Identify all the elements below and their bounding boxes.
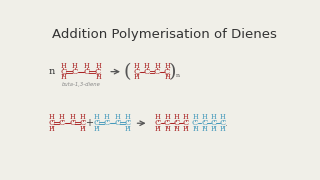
Text: H: H — [95, 73, 101, 81]
Text: C: C — [83, 68, 90, 76]
Text: H: H — [192, 125, 198, 133]
Text: C: C — [72, 68, 78, 76]
Text: H: H — [115, 113, 120, 122]
Text: .: . — [225, 118, 228, 128]
Text: buta-1,3-diene: buta-1,3-diene — [62, 82, 100, 87]
Text: C: C — [79, 119, 86, 127]
Text: C: C — [93, 119, 100, 127]
Text: H: H — [211, 113, 216, 122]
Text: C: C — [48, 119, 55, 127]
Text: C: C — [134, 68, 140, 76]
Text: H: H — [192, 113, 198, 122]
Text: H: H — [220, 125, 226, 133]
Text: H: H — [183, 125, 188, 133]
Text: n: n — [176, 73, 180, 78]
Text: H: H — [173, 113, 179, 122]
Text: C: C — [154, 68, 160, 76]
Text: C: C — [164, 119, 170, 127]
Text: C: C — [173, 119, 180, 127]
Text: ): ) — [169, 63, 176, 81]
Text: +: + — [85, 118, 93, 128]
Text: H: H — [173, 125, 179, 133]
Text: H: H — [80, 113, 85, 122]
Text: Addition Polymerisation of Dienes: Addition Polymerisation of Dienes — [52, 28, 276, 41]
Text: C: C — [103, 119, 110, 127]
Text: C: C — [192, 119, 198, 127]
Text: C: C — [211, 119, 217, 127]
Text: C: C — [164, 68, 170, 76]
Text: C: C — [95, 68, 101, 76]
Text: H: H — [155, 125, 161, 133]
Text: H: H — [155, 113, 161, 122]
Text: H: H — [164, 62, 170, 70]
Text: C: C — [220, 119, 226, 127]
Text: H: H — [201, 113, 207, 122]
Text: H: H — [60, 73, 66, 81]
Text: H: H — [72, 62, 78, 70]
Text: H: H — [154, 62, 160, 70]
Text: H: H — [80, 125, 85, 133]
Text: C: C — [182, 119, 189, 127]
Text: H: H — [183, 113, 188, 122]
Text: H: H — [220, 113, 226, 122]
Text: H: H — [94, 125, 100, 133]
Text: C: C — [201, 119, 207, 127]
Text: H: H — [59, 113, 65, 122]
Text: H: H — [49, 125, 54, 133]
Text: H: H — [164, 125, 170, 133]
Text: C: C — [60, 68, 67, 76]
Text: H: H — [70, 113, 76, 122]
Text: H: H — [125, 113, 131, 122]
Text: C: C — [59, 119, 65, 127]
Text: H: H — [125, 125, 131, 133]
Text: H: H — [134, 62, 140, 70]
Text: H: H — [95, 62, 101, 70]
Text: H: H — [60, 62, 66, 70]
Text: H: H — [49, 113, 54, 122]
Text: H: H — [201, 125, 207, 133]
Text: H: H — [144, 62, 150, 70]
Text: H: H — [104, 113, 109, 122]
Text: C: C — [144, 68, 150, 76]
Text: (: ( — [124, 63, 132, 81]
Text: H: H — [164, 73, 170, 81]
Text: C: C — [114, 119, 121, 127]
Text: H: H — [84, 62, 89, 70]
Text: H: H — [164, 113, 170, 122]
Text: n: n — [49, 67, 55, 76]
Text: H: H — [211, 125, 216, 133]
Text: C: C — [155, 119, 161, 127]
Text: C: C — [69, 119, 76, 127]
Text: H: H — [94, 113, 100, 122]
Text: H: H — [134, 73, 140, 81]
Text: C: C — [124, 119, 131, 127]
